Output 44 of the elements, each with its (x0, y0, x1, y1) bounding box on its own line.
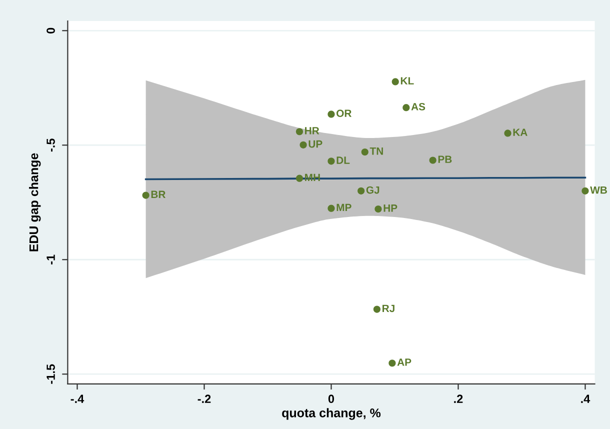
point (361, 148, 368, 156)
point (300, 141, 307, 148)
point (142, 192, 150, 199)
annotation: UP (308, 140, 322, 148)
point (582, 187, 589, 194)
x-tick-label: -.2 (198, 394, 211, 403)
y-tick-label: 0 (46, 28, 55, 34)
annotation: KA (513, 128, 528, 136)
annotation: KL (400, 77, 414, 84)
point (388, 360, 396, 367)
point (296, 128, 304, 136)
annotation: MP (336, 204, 352, 212)
point (402, 104, 410, 112)
y-tick-label: -1.5 (46, 364, 55, 384)
annotation: OR (336, 110, 352, 118)
annotation: TN (370, 148, 383, 155)
x-tick-label: -.4 (70, 394, 84, 403)
annotation: HR (305, 127, 320, 134)
point (374, 205, 382, 213)
annotation: DL (336, 156, 350, 164)
annotation: AS (411, 102, 426, 110)
point (392, 78, 399, 86)
x-axis-title: quota change, % (282, 408, 381, 420)
point (373, 306, 380, 313)
y-axis-title: EDU gap change (29, 153, 41, 252)
annotation: RJ (382, 304, 394, 312)
annotation: PB (438, 156, 452, 163)
point (429, 156, 436, 164)
point (296, 174, 304, 182)
y-tick-label: -.5 (46, 138, 55, 152)
point (358, 187, 365, 194)
point (328, 204, 335, 212)
point (328, 110, 335, 118)
annotation: GJ (366, 186, 380, 194)
annotation: WB (590, 186, 607, 194)
x-tick-label: 0 (328, 394, 334, 404)
y-tick-label: -1 (46, 254, 55, 264)
annotation: BR (151, 190, 166, 198)
annotation: AP (397, 358, 412, 366)
point (328, 158, 335, 165)
x-tick-label: .4 (581, 394, 590, 403)
annotation: HP (384, 204, 398, 212)
point (504, 130, 512, 137)
x-tick-label: .2 (454, 394, 463, 403)
